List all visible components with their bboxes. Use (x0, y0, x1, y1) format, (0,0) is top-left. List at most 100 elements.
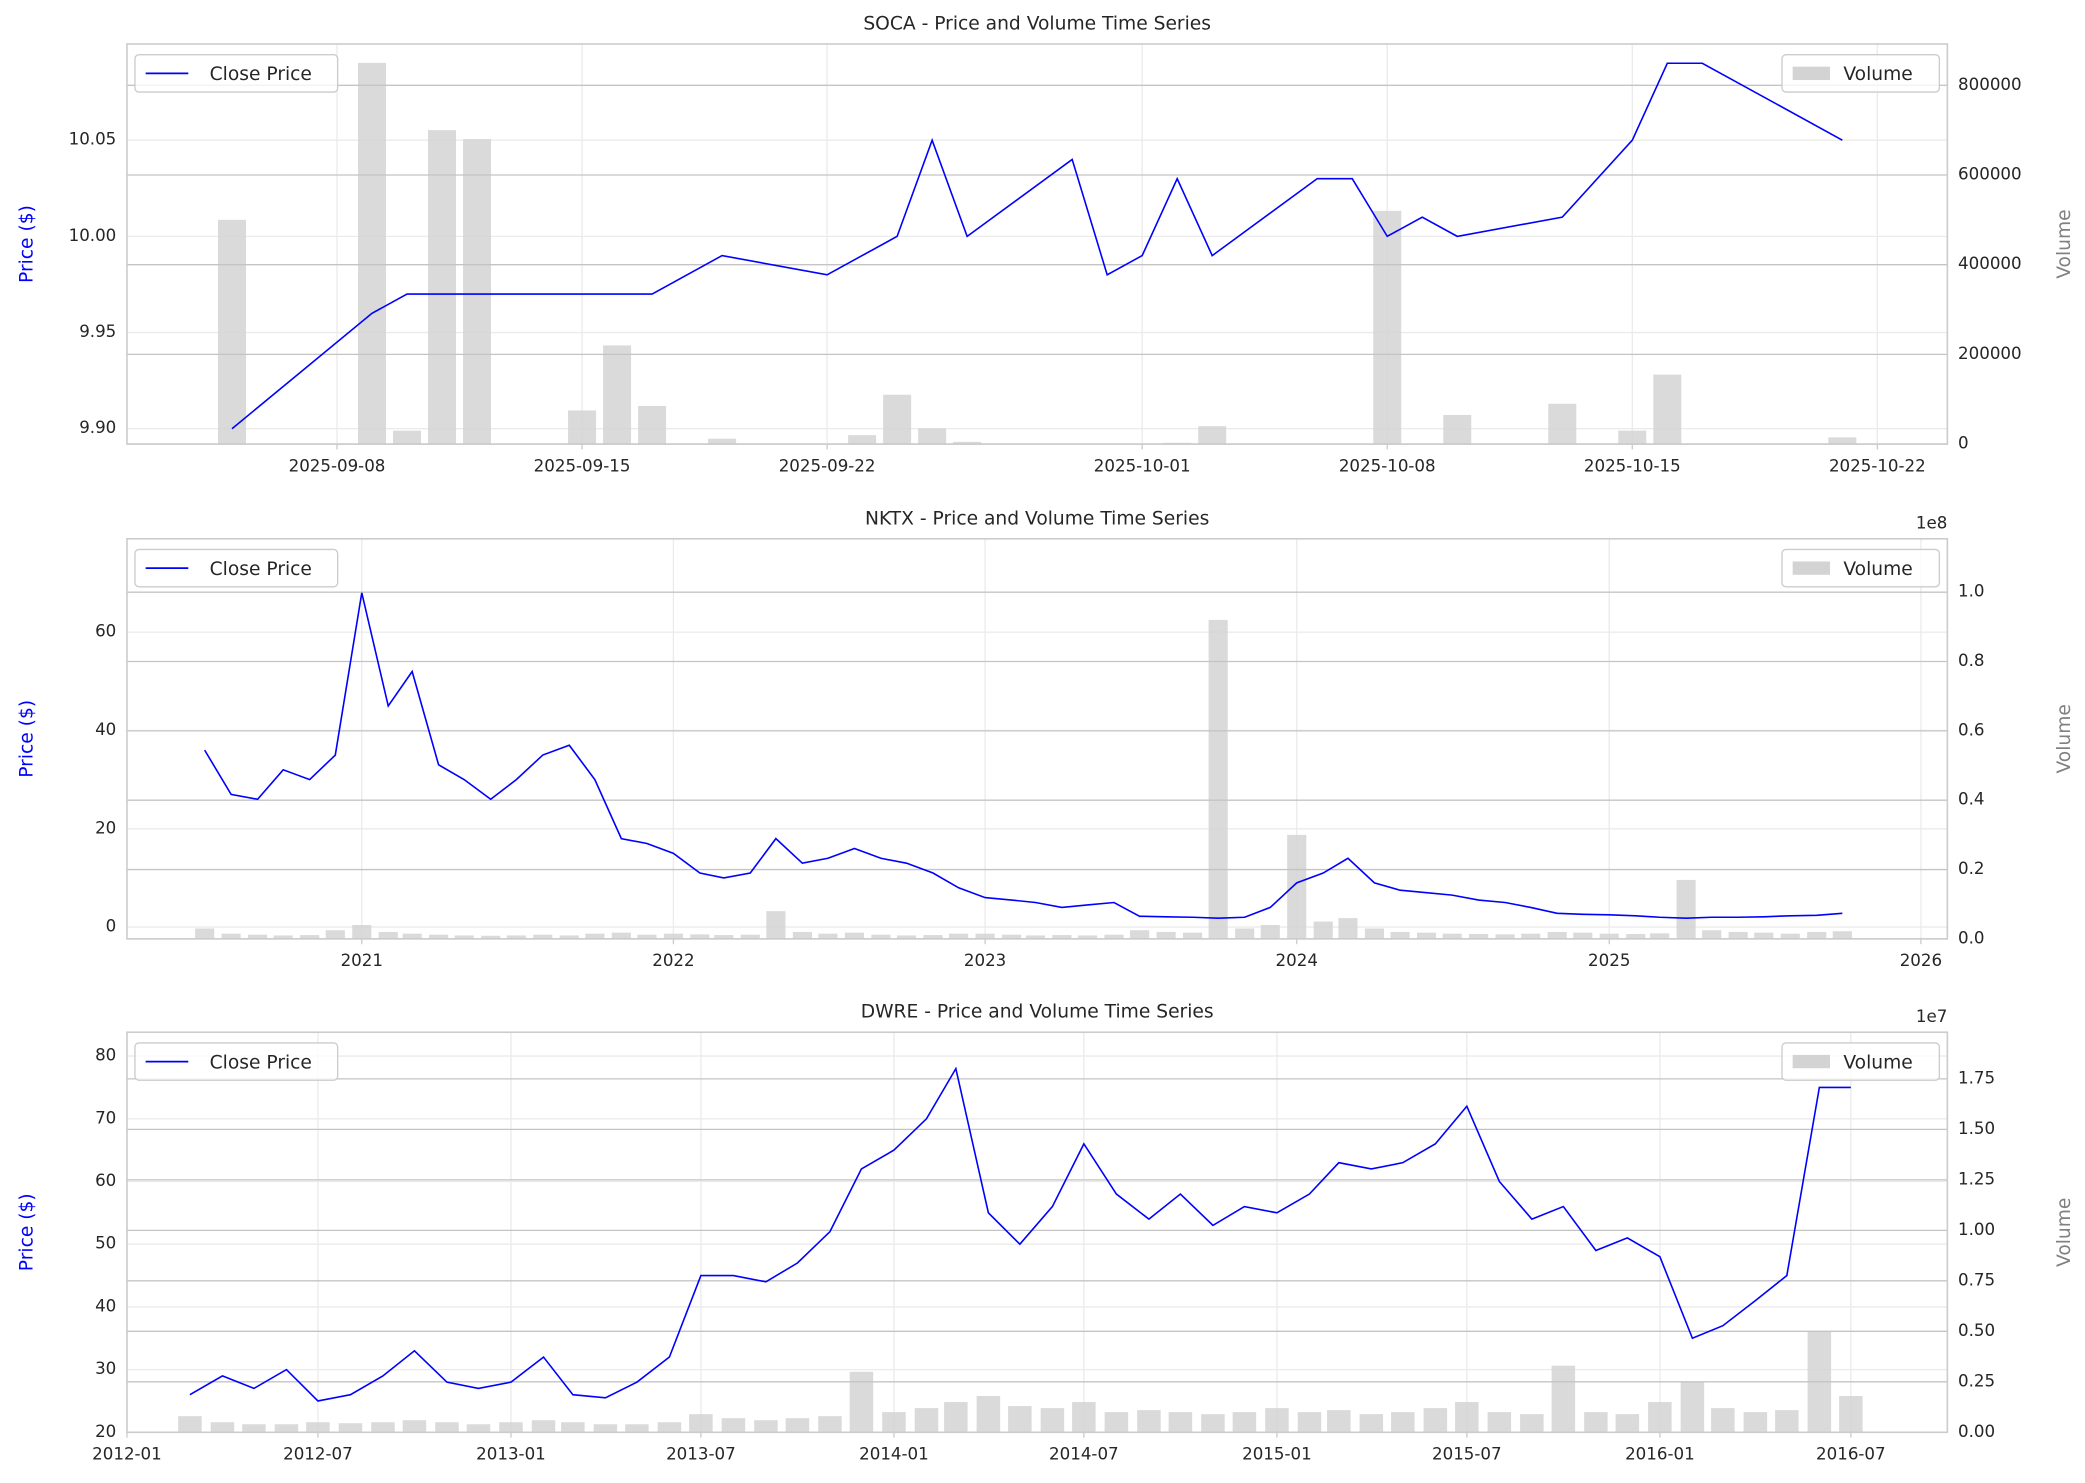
volume-bar (1680, 1381, 1705, 1433)
x-tick-label: 2012-01 (92, 1444, 162, 1463)
volume-bar (306, 1422, 330, 1433)
volume-bar (1232, 1412, 1257, 1433)
x-tick-label: 2015-07 (1432, 1444, 1502, 1463)
volume-bar (1265, 1408, 1289, 1433)
volume-bar (949, 933, 969, 939)
volume-bar (585, 933, 605, 939)
volume-bar (178, 1416, 202, 1433)
volume-bar (1653, 374, 1682, 445)
volume-bar (1156, 931, 1176, 939)
y2-axis-label: Volume (2054, 209, 2075, 278)
volume-bar (1520, 1414, 1544, 1433)
volume-bar (690, 934, 710, 939)
volume-bar (1584, 1412, 1608, 1433)
volume-bar (1025, 935, 1046, 939)
volume-bar (611, 932, 631, 939)
y2-tick-label: 0.00 (1958, 1422, 1995, 1441)
plot-frame (126, 43, 1949, 445)
volume-bar (378, 931, 398, 939)
volume-bar (1208, 619, 1228, 939)
y-tick-label: 20 (95, 818, 116, 837)
x-tick-label: 2021 (341, 951, 383, 970)
volume-bar (1338, 918, 1358, 939)
volume-bar (1828, 437, 1857, 445)
volume-bar (1168, 1412, 1193, 1433)
y2-axis-label: Volume (2054, 1198, 2075, 1267)
y-axis-label: Price ($) (16, 1193, 37, 1271)
volume-bar (1198, 426, 1227, 445)
volume-bar (1807, 931, 1827, 939)
volume-bar (663, 933, 683, 939)
volume-bar (1728, 931, 1748, 939)
volume-bar (1130, 930, 1150, 939)
volume-bar (1455, 1402, 1479, 1433)
y2-tick-label: 0.50 (1958, 1321, 1995, 1340)
volume-bar (1839, 1395, 1863, 1433)
volume-bar (603, 345, 632, 445)
volume-bar (454, 935, 474, 939)
y2-tick-label: 0.4 (1958, 790, 1985, 809)
volume-bar (466, 1424, 491, 1433)
volume-bar (1573, 932, 1593, 939)
volume-bar (371, 1422, 395, 1433)
volume-bar (1832, 931, 1852, 939)
volume-bar (923, 935, 943, 939)
y2-tick-label: 200000 (1958, 344, 2022, 363)
legend-label: Volume (1843, 64, 1912, 85)
volume-bar (300, 935, 320, 939)
x-tick-label: 2022 (652, 951, 694, 970)
y-tick-label: 10.05 (69, 130, 117, 149)
volume-bar (896, 935, 917, 939)
y2-tick-label: 1.0 (1958, 582, 1985, 601)
volume-bar (1521, 933, 1541, 939)
volume-bar (393, 430, 422, 445)
volume-bar (1077, 935, 1098, 939)
volume-bar (871, 934, 891, 939)
x-tick-label: 2025-09-15 (534, 456, 631, 475)
volume-bar (358, 62, 387, 445)
volume-bar (429, 934, 449, 939)
x-tick-label: 2016-07 (1816, 1444, 1886, 1463)
volume-bar (1052, 935, 1072, 939)
volume-bar (1599, 933, 1619, 939)
price-line (203, 592, 1843, 920)
volume-bar (1104, 934, 1124, 939)
y2-tick-label: 600000 (1958, 164, 2022, 183)
volume-bar (1008, 1406, 1032, 1433)
volume-bar (1423, 1408, 1448, 1433)
volume-bar (1416, 932, 1437, 939)
price-line (189, 1066, 1851, 1402)
volume-bar (1260, 925, 1280, 939)
y2-tick-label: 1.00 (1958, 1220, 1995, 1239)
x-tick-label: 2012-07 (283, 1444, 353, 1463)
x-tick-label: 2025 (1588, 951, 1630, 970)
volume-bar (637, 934, 657, 939)
price-line (231, 62, 1843, 430)
x-tick-label: 2024 (1276, 951, 1318, 970)
volume-bar (721, 1418, 746, 1433)
y2-offset-text: 1e8 (1916, 514, 1947, 533)
volume-bar (918, 428, 947, 445)
x-tick-label: 2025-10-01 (1094, 456, 1191, 475)
volume-bar (1183, 932, 1203, 939)
volume-bar (975, 933, 995, 939)
legend-box (134, 54, 339, 93)
volume-bar (944, 1402, 968, 1433)
y2-offset-text: 1e7 (1916, 1007, 1947, 1026)
volume-bar (435, 1422, 459, 1433)
legend-label: Volume (1843, 559, 1912, 580)
y2-tick-label: 1.25 (1958, 1169, 1995, 1188)
y-tick-label: 70 (95, 1108, 116, 1127)
legend-label: Close Price (210, 64, 312, 85)
volume-bar (1313, 921, 1333, 939)
volume-bar (1391, 1412, 1415, 1433)
subplot: SOCA - Price and Volume Time Series 2025-… (16, 14, 2075, 476)
volume-bar (1364, 928, 1384, 939)
subplot-title: SOCA - Price and Volume Time Series (863, 14, 1211, 35)
legend-box (1781, 1042, 1941, 1081)
volume-bar (561, 1422, 585, 1433)
volume-bar (818, 933, 838, 939)
volume-bar (1743, 1412, 1768, 1433)
x-tick-label: 2015-01 (1242, 1444, 1312, 1463)
